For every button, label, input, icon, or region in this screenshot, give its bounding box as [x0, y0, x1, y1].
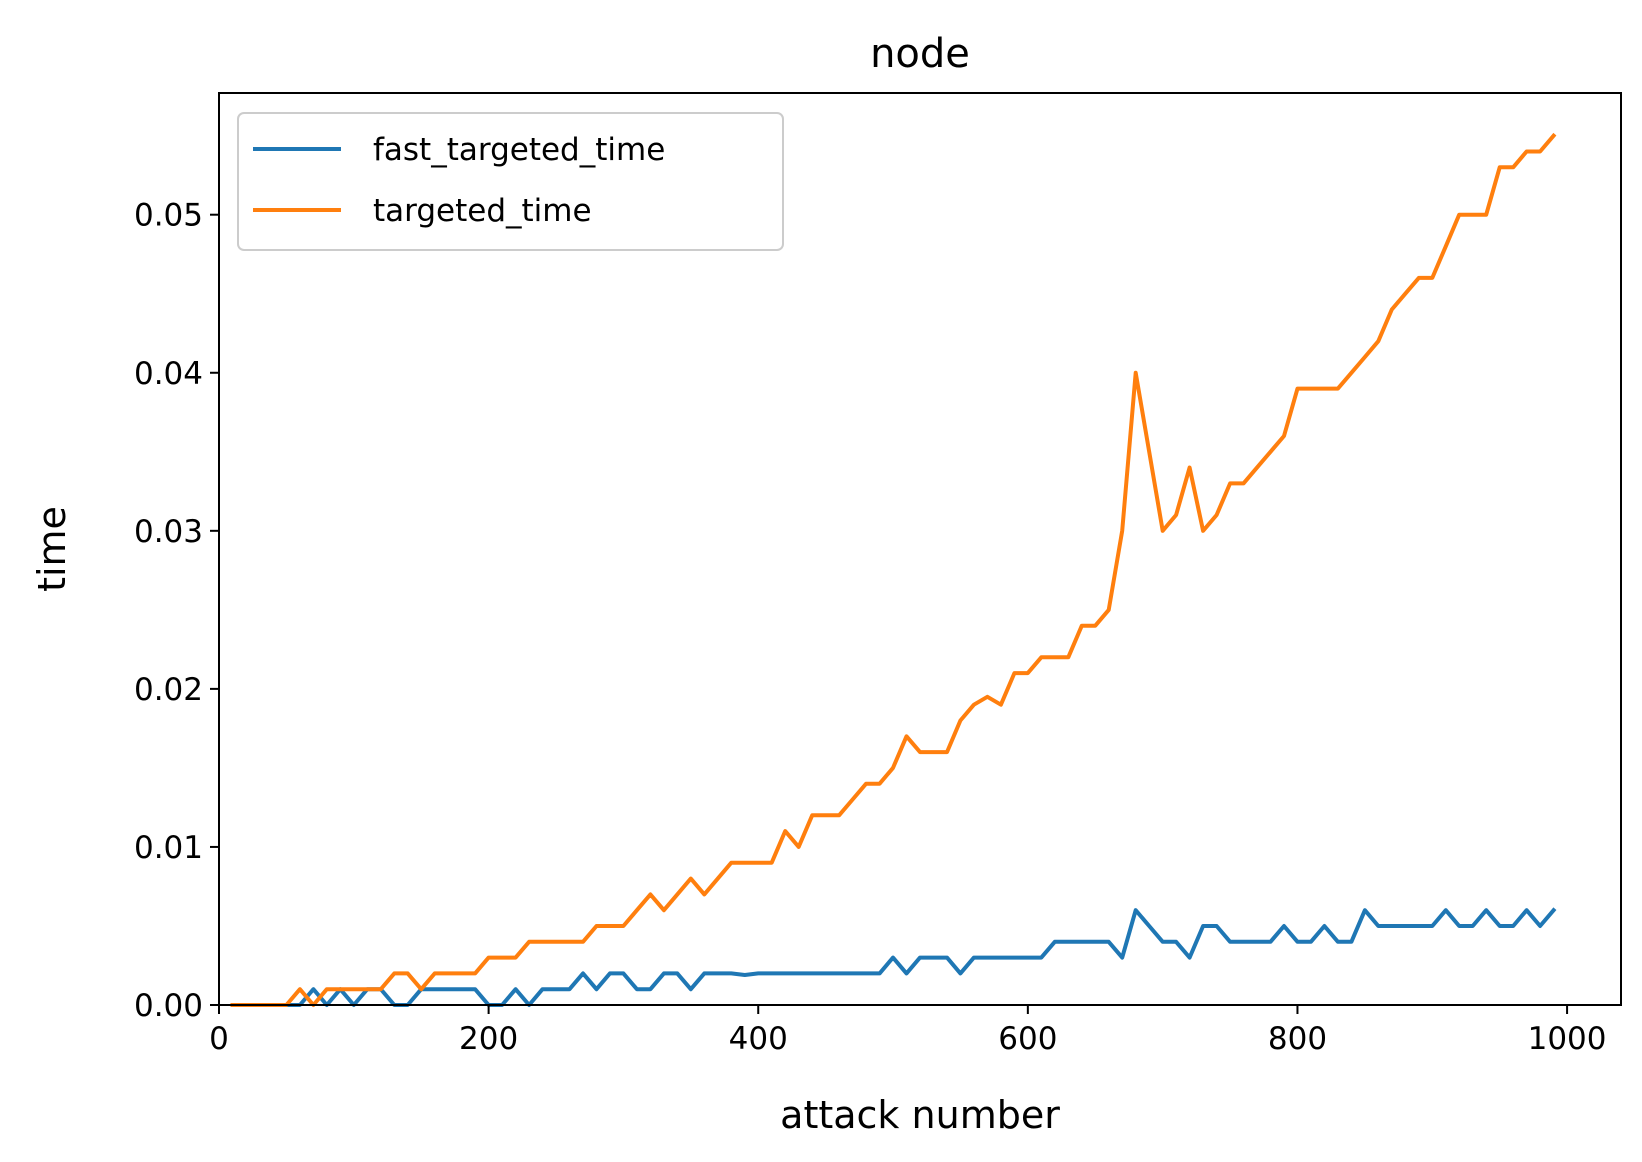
legend-label-targeted-time: targeted_time — [373, 193, 592, 229]
series-line-targeted-time — [230, 132, 1557, 1007]
x-axis-label: attack number — [780, 1093, 1060, 1137]
y-tick-label: 0.04 — [134, 356, 203, 392]
legend-label-fast-targeted-time: fast_targeted_time — [373, 132, 665, 168]
x-tick-label: 800 — [1268, 1021, 1327, 1057]
x-tick-label: 1000 — [1528, 1021, 1607, 1057]
legend: fast_targeted_time targeted_time — [237, 112, 784, 251]
chart-title: node — [870, 31, 970, 77]
legend-box — [237, 112, 784, 251]
x-tick-label: 200 — [459, 1021, 518, 1057]
ticks-layer: 0 200 400 600 800 1000 0.00 0.01 0.02 0.03 0.04 0.0… — [134, 198, 1607, 1057]
x-tick-label: 0 — [209, 1021, 229, 1057]
series-layer — [230, 132, 1557, 1007]
y-axis-label: time — [30, 506, 74, 592]
series-line-fast-targeted-time — [230, 907, 1557, 1007]
y-tick-label: 0.03 — [134, 514, 203, 550]
y-tick-label: 0.01 — [134, 830, 203, 866]
plot-area-frame — [218, 92, 1622, 1006]
x-tick-label: 400 — [729, 1021, 788, 1057]
y-tick-label: 0.05 — [134, 198, 203, 234]
y-tick-label: 0.00 — [134, 988, 203, 1024]
x-tick-label: 600 — [998, 1021, 1057, 1057]
y-tick-label: 0.02 — [134, 672, 203, 708]
